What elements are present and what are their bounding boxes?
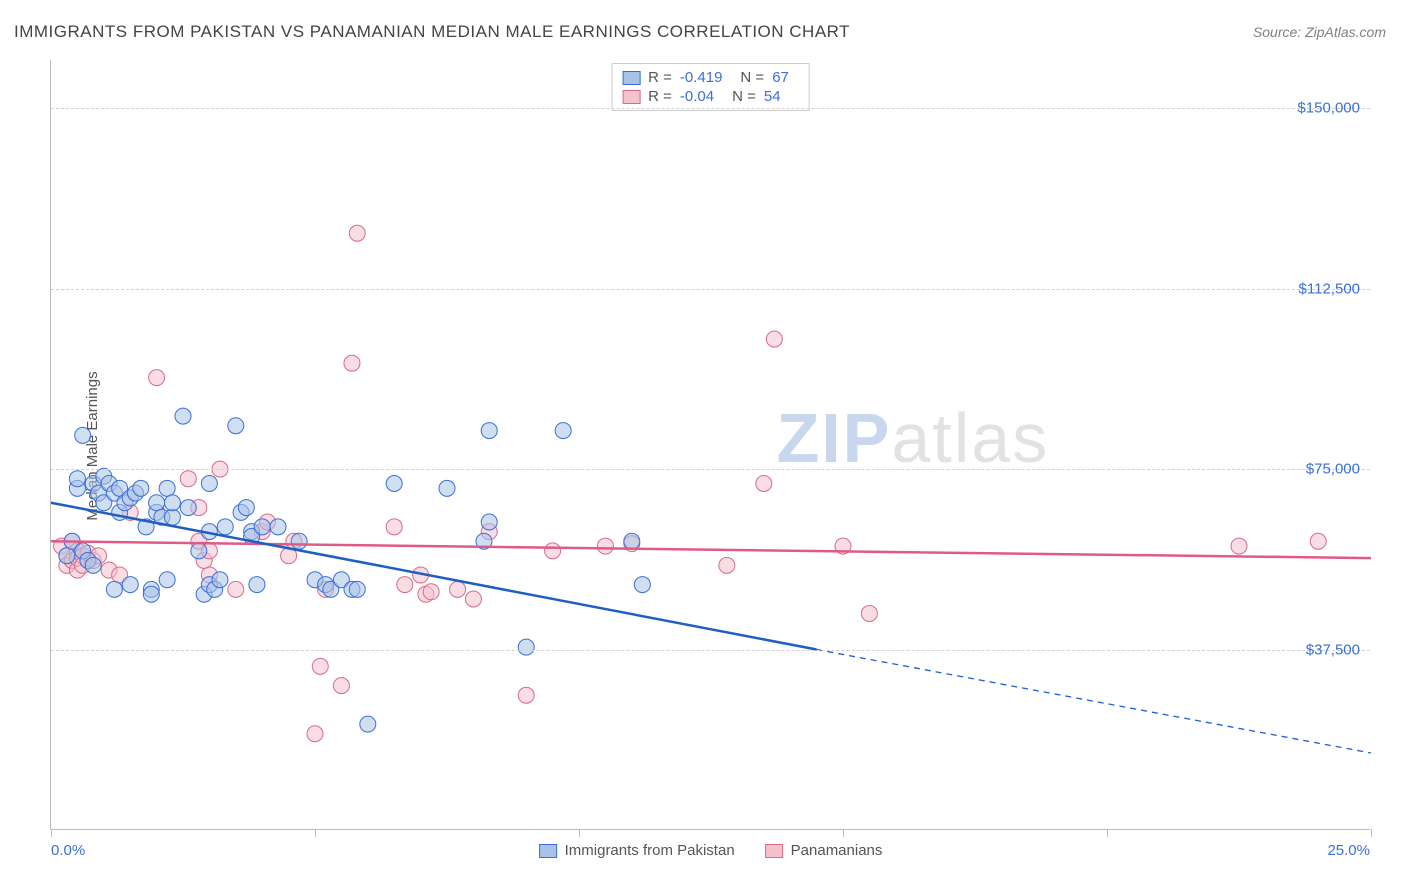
series-legend: Immigrants from Pakistan Panamanians: [539, 842, 883, 859]
data-point: [149, 370, 165, 386]
data-point: [249, 577, 265, 593]
data-point: [59, 548, 75, 564]
data-point: [719, 557, 735, 573]
x-tick: [579, 829, 580, 837]
data-point: [217, 519, 233, 535]
data-point: [756, 476, 772, 492]
data-point: [481, 514, 497, 530]
legend-label-series2: Panamanians: [791, 842, 883, 859]
trend-line: [817, 650, 1371, 753]
data-point: [191, 543, 207, 559]
data-point: [597, 538, 613, 554]
data-point: [159, 480, 175, 496]
data-point: [228, 418, 244, 434]
data-point: [75, 427, 91, 443]
data-point: [85, 557, 101, 573]
x-tick: [1371, 829, 1372, 837]
data-point: [175, 408, 191, 424]
x-tick: [843, 829, 844, 837]
data-point: [634, 577, 650, 593]
x-tick: [51, 829, 52, 837]
trend-line: [51, 541, 1371, 558]
data-point: [238, 500, 254, 516]
data-point: [312, 658, 328, 674]
data-point: [69, 471, 85, 487]
data-point: [143, 586, 159, 602]
data-point: [518, 687, 534, 703]
data-point: [164, 509, 180, 525]
data-point: [465, 591, 481, 607]
data-point: [386, 519, 402, 535]
chart-title: IMMIGRANTS FROM PAKISTAN VS PANAMANIAN M…: [14, 22, 850, 42]
data-point: [270, 519, 286, 535]
plot-area: ZIPatlas R =-0.419 N =67 R =-0.04 N =54 …: [50, 60, 1370, 830]
gridline: [51, 289, 1370, 290]
swatch-series2-b: [765, 844, 783, 858]
data-point: [397, 577, 413, 593]
data-point: [1231, 538, 1247, 554]
data-point: [254, 519, 270, 535]
data-point: [180, 471, 196, 487]
data-point: [766, 331, 782, 347]
data-point: [180, 500, 196, 516]
data-point: [212, 572, 228, 588]
data-point: [386, 476, 402, 492]
data-point: [333, 678, 349, 694]
x-max-label: 25.0%: [1327, 842, 1370, 859]
data-point: [555, 423, 571, 439]
data-point: [1310, 533, 1326, 549]
legend-label-series1: Immigrants from Pakistan: [565, 842, 735, 859]
data-point: [228, 581, 244, 597]
data-point: [423, 584, 439, 600]
data-point: [149, 495, 165, 511]
y-tick-label: $112,500: [1299, 280, 1360, 297]
x-tick: [315, 829, 316, 837]
data-point: [349, 225, 365, 241]
data-point: [122, 577, 138, 593]
data-point: [159, 572, 175, 588]
data-point: [349, 581, 365, 597]
data-point: [861, 605, 877, 621]
gridline: [51, 650, 1370, 651]
swatch-series1-b: [539, 844, 557, 858]
data-point: [106, 581, 122, 597]
data-point: [518, 639, 534, 655]
data-point: [481, 423, 497, 439]
data-point: [307, 726, 323, 742]
legend-item-series1: Immigrants from Pakistan: [539, 842, 735, 859]
data-point: [545, 543, 561, 559]
source-label: Source: ZipAtlas.com: [1253, 24, 1386, 40]
y-tick-label: $150,000: [1297, 100, 1360, 117]
gridline: [51, 469, 1370, 470]
x-min-label: 0.0%: [51, 842, 85, 859]
data-point: [450, 581, 466, 597]
data-point: [439, 480, 455, 496]
y-tick-label: $75,000: [1306, 461, 1360, 478]
legend-item-series2: Panamanians: [765, 842, 883, 859]
data-point: [133, 480, 149, 496]
plot-svg: [51, 60, 1370, 829]
data-point: [291, 533, 307, 549]
data-point: [624, 533, 640, 549]
gridline: [51, 108, 1370, 109]
data-point: [201, 476, 217, 492]
data-point: [360, 716, 376, 732]
x-tick: [1107, 829, 1108, 837]
data-point: [344, 355, 360, 371]
data-point: [164, 495, 180, 511]
y-tick-label: $37,500: [1306, 641, 1360, 658]
